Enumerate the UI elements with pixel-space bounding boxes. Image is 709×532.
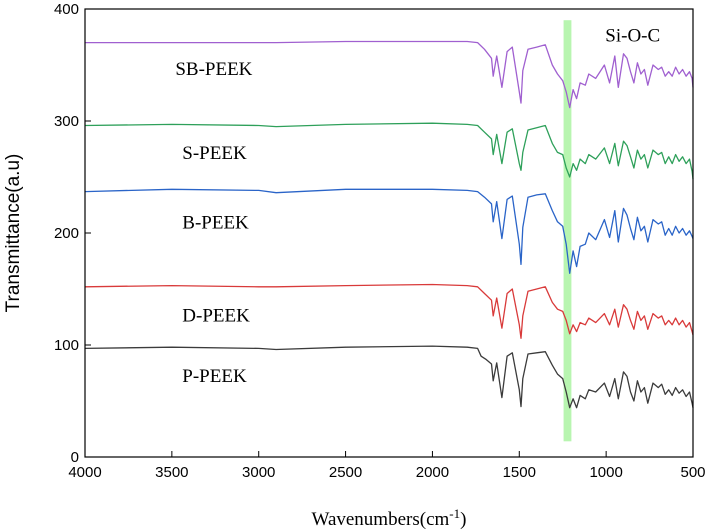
y-axis-title: Transmittance(a.u) bbox=[3, 154, 24, 313]
annotation-si-o-c: Si-O-C bbox=[605, 25, 660, 46]
series-line-sb-peek bbox=[85, 40, 694, 109]
x-tick-label: 2500 bbox=[329, 464, 362, 481]
series-line-d-peek bbox=[84, 283, 694, 339]
ticks-layer: 4000 3500 3000 2500 2000 1500 1000 500 0 100 200 30… bbox=[54, 1, 706, 481]
annotation-p-peek: P-PEEK bbox=[182, 366, 247, 387]
annotation-b-peek: B-PEEK bbox=[182, 213, 249, 234]
series-line-b-peek bbox=[84, 188, 694, 274]
x-tick-label: 3000 bbox=[242, 464, 275, 481]
x-tick-label: 1000 bbox=[589, 464, 622, 481]
annotation-d-peek: D-PEEK bbox=[182, 305, 250, 326]
annotation-sb-peek: SB-PEEK bbox=[175, 59, 252, 80]
x-tick-label: 2000 bbox=[416, 464, 449, 481]
y-tick-label: 300 bbox=[54, 113, 79, 130]
x-axis-title-sup: -1 bbox=[449, 506, 460, 521]
y-tick-label: 200 bbox=[54, 225, 79, 242]
x-axis-title: Wavenumbers(cm-1) bbox=[312, 506, 467, 530]
x-tick-label: 3500 bbox=[155, 464, 188, 481]
series-line-s-peek bbox=[84, 122, 694, 180]
annotation-s-peek: S-PEEK bbox=[182, 143, 247, 164]
x-tick-label: 500 bbox=[680, 464, 705, 481]
x-axis-title-main: Wavenumbers(cm bbox=[312, 509, 450, 530]
series-line-p-peek bbox=[84, 345, 694, 409]
highlight-band bbox=[563, 20, 572, 442]
x-axis-title-close: ) bbox=[460, 509, 466, 530]
x-tick-label: 4000 bbox=[68, 464, 101, 481]
annotation-layer: SB-PEEK S-PEEK B-PEEK D-PEEK P-PEEK Si-O-C bbox=[175, 25, 660, 386]
y-tick-label: 0 bbox=[71, 449, 79, 466]
x-tick-label: 1500 bbox=[503, 464, 536, 481]
series-layer bbox=[84, 40, 694, 409]
y-tick-label: 400 bbox=[54, 1, 79, 18]
y-tick-label: 100 bbox=[54, 337, 79, 354]
